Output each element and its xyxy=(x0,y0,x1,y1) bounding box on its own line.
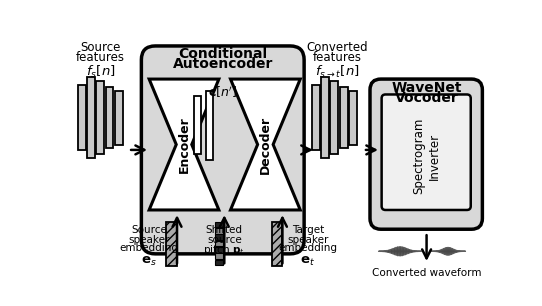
Text: $\mathbf{e}_s$: $\mathbf{e}_s$ xyxy=(141,256,157,268)
Bar xyxy=(215,253,223,259)
Text: Converted waveform: Converted waveform xyxy=(372,268,481,278)
Text: Source: Source xyxy=(131,226,167,235)
Bar xyxy=(206,91,213,160)
Bar xyxy=(321,77,329,158)
Bar xyxy=(349,91,357,144)
Text: speaker: speaker xyxy=(128,235,170,244)
Bar xyxy=(115,91,123,144)
FancyBboxPatch shape xyxy=(382,95,471,210)
Bar xyxy=(78,85,86,150)
Text: Autoencoder: Autoencoder xyxy=(172,57,273,71)
Bar xyxy=(331,81,338,154)
Bar xyxy=(215,260,223,265)
Text: Converted: Converted xyxy=(307,41,368,54)
Text: Source: Source xyxy=(80,41,120,54)
Bar xyxy=(215,241,223,246)
Text: Encoder: Encoder xyxy=(177,116,190,173)
Text: Target: Target xyxy=(292,226,324,235)
FancyBboxPatch shape xyxy=(141,46,304,254)
Text: features: features xyxy=(76,50,125,64)
Text: $f_{s\rightarrow t}[n]$: $f_{s\rightarrow t}[n]$ xyxy=(315,64,360,80)
Text: Shifted: Shifted xyxy=(206,226,243,235)
Bar xyxy=(272,222,282,266)
Text: Conditional: Conditional xyxy=(178,47,267,62)
Bar xyxy=(215,247,223,253)
Bar xyxy=(195,96,202,154)
Text: $f_s[n]$: $f_s[n]$ xyxy=(86,64,115,80)
Text: Vocoder: Vocoder xyxy=(395,91,459,105)
Text: source: source xyxy=(207,235,242,244)
Text: pitch $\mathbf{p}_t$: pitch $\mathbf{p}_t$ xyxy=(203,243,245,257)
Text: WaveNet: WaveNet xyxy=(391,81,462,95)
Text: $\mathbf{c}[n']$: $\mathbf{c}[n']$ xyxy=(208,84,237,100)
Text: $\mathbf{e}_t$: $\mathbf{e}_t$ xyxy=(300,256,315,268)
Bar xyxy=(215,228,223,233)
Polygon shape xyxy=(149,79,219,210)
FancyBboxPatch shape xyxy=(370,79,482,229)
Text: Decoder: Decoder xyxy=(259,115,272,174)
Bar xyxy=(87,77,95,158)
Bar xyxy=(215,222,223,227)
Bar xyxy=(340,87,347,148)
Bar xyxy=(96,81,104,154)
Text: features: features xyxy=(313,50,362,64)
Polygon shape xyxy=(230,79,300,210)
Text: Spectrogram
Inverter: Spectrogram Inverter xyxy=(412,118,441,194)
Text: embedding: embedding xyxy=(120,243,179,253)
Bar xyxy=(106,87,113,148)
Text: speaker: speaker xyxy=(287,235,328,244)
Bar xyxy=(215,234,223,240)
Bar xyxy=(166,222,177,266)
Text: embedding: embedding xyxy=(279,243,338,253)
Bar xyxy=(312,85,320,150)
